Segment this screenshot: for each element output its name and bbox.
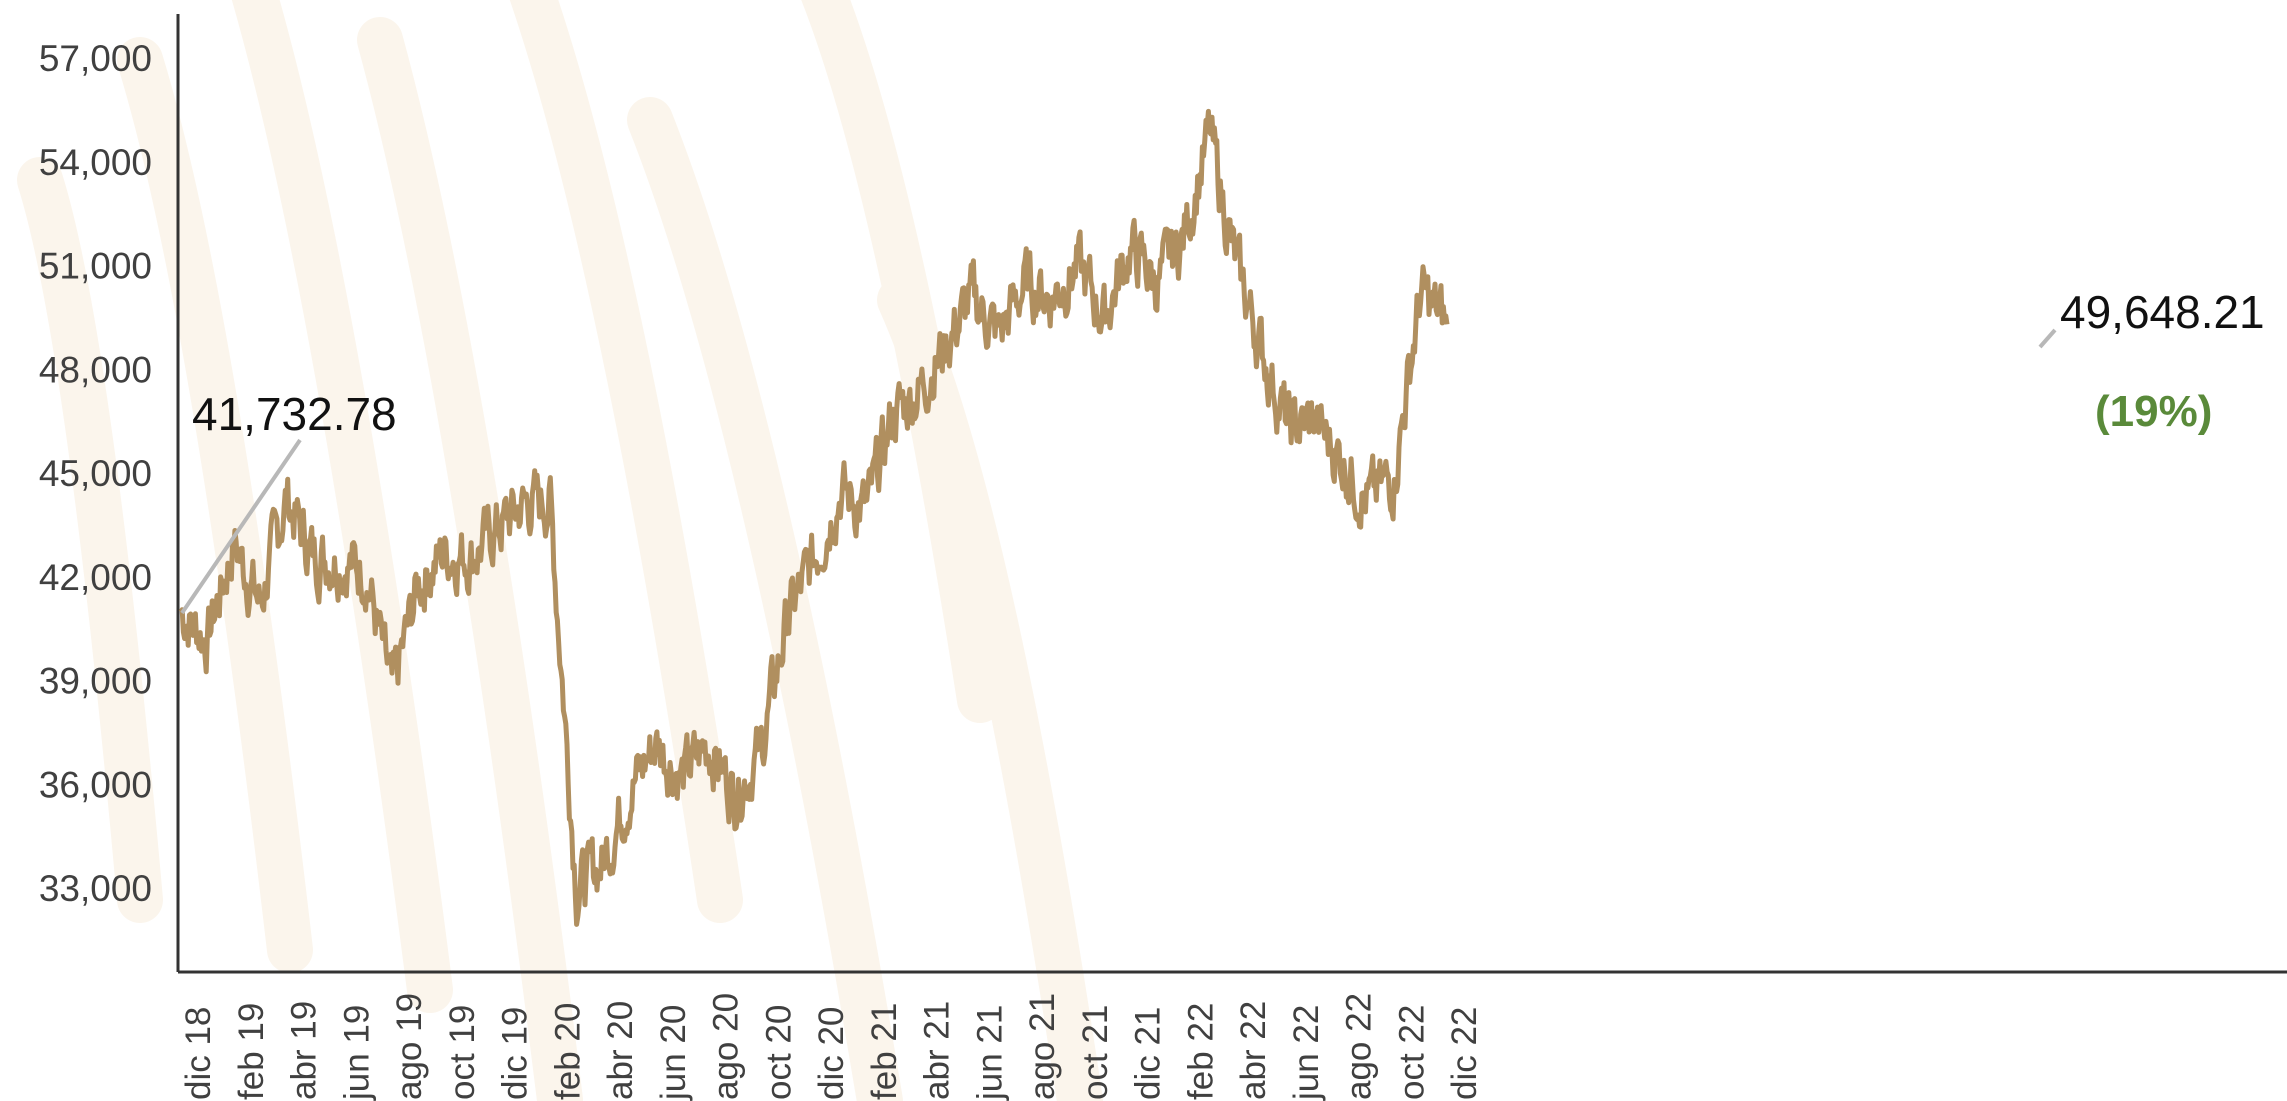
x-tick-label: ago 22 bbox=[1340, 993, 1379, 1100]
x-tick-label: abr 19 bbox=[285, 1001, 324, 1100]
x-tick-label: feb 20 bbox=[548, 1003, 587, 1100]
y-tick-label: 42,000 bbox=[39, 557, 152, 598]
x-tick-label: dic 21 bbox=[1129, 1007, 1168, 1100]
x-tick-label: dic 18 bbox=[179, 1007, 218, 1100]
x-tick-labels: dic 18 feb 19 abr 19 jun 19 ago 19 oct 19 dic … bbox=[179, 993, 1484, 1101]
y-tick-label: 48,000 bbox=[39, 349, 152, 390]
y-tick-label: 39,000 bbox=[39, 661, 152, 702]
x-tick-label: abr 21 bbox=[918, 1001, 957, 1100]
watermark-band bbox=[357, 17, 583, 1101]
x-tick-label: dic 22 bbox=[1445, 1007, 1484, 1100]
watermark-band bbox=[627, 97, 903, 1101]
x-tick-label: ago 20 bbox=[707, 993, 746, 1100]
x-tick-label: oct 21 bbox=[1076, 1005, 1115, 1100]
x-tick-label: oct 20 bbox=[759, 1005, 798, 1100]
watermark-band bbox=[117, 37, 313, 973]
x-tick-label: feb 22 bbox=[1181, 1003, 1220, 1100]
start-callout-leader bbox=[180, 438, 302, 615]
x-tick-label: abr 22 bbox=[1234, 1001, 1273, 1100]
x-tick-label: abr 20 bbox=[601, 1001, 640, 1100]
y-tick-label: 51,000 bbox=[39, 246, 152, 287]
series-line bbox=[178, 108, 1450, 927]
x-tick-label: ago 21 bbox=[1023, 993, 1062, 1100]
y-tick-label: 33,000 bbox=[39, 868, 152, 909]
percent-change-label: (19%) bbox=[2095, 387, 2212, 436]
end-callout-leader bbox=[2038, 328, 2057, 349]
y-tick-labels: 33,000 36,000 39,000 42,000 45,000 48,000 51,0… bbox=[39, 38, 152, 909]
end-value-callout: 49,648.21 bbox=[2060, 286, 2265, 338]
background-watermark-pattern bbox=[17, 0, 1103, 1101]
x-tick-label: oct 19 bbox=[443, 1005, 482, 1100]
x-tick-label: jun 19 bbox=[337, 1005, 376, 1101]
x-tick-label: jun 20 bbox=[654, 1005, 693, 1101]
y-tick-label: 57,000 bbox=[39, 38, 152, 79]
watermark-band bbox=[17, 157, 163, 923]
watermark-band bbox=[231, 0, 453, 1013]
x-tick-label: ago 19 bbox=[390, 993, 429, 1100]
watermark-band bbox=[509, 0, 743, 923]
y-tick-label: 36,000 bbox=[39, 764, 152, 805]
watermark-band bbox=[877, 277, 1103, 1101]
series-layer bbox=[178, 108, 1450, 927]
x-tick-label: dic 20 bbox=[812, 1007, 851, 1100]
y-tick-label: 45,000 bbox=[39, 453, 152, 494]
x-tick-label: feb 19 bbox=[232, 1003, 271, 1100]
x-tick-label: jun 21 bbox=[970, 1005, 1009, 1101]
y-tick-label: 54,000 bbox=[39, 142, 152, 183]
x-tick-label: feb 21 bbox=[865, 1003, 904, 1100]
annotations: 41,732.78 49,648.21 (19%) bbox=[180, 286, 2265, 615]
x-tick-label: dic 19 bbox=[496, 1007, 535, 1100]
x-tick-label: oct 22 bbox=[1392, 1005, 1431, 1100]
start-value-callout: 41,732.78 bbox=[192, 388, 397, 440]
x-tick-label: jun 22 bbox=[1287, 1005, 1326, 1101]
